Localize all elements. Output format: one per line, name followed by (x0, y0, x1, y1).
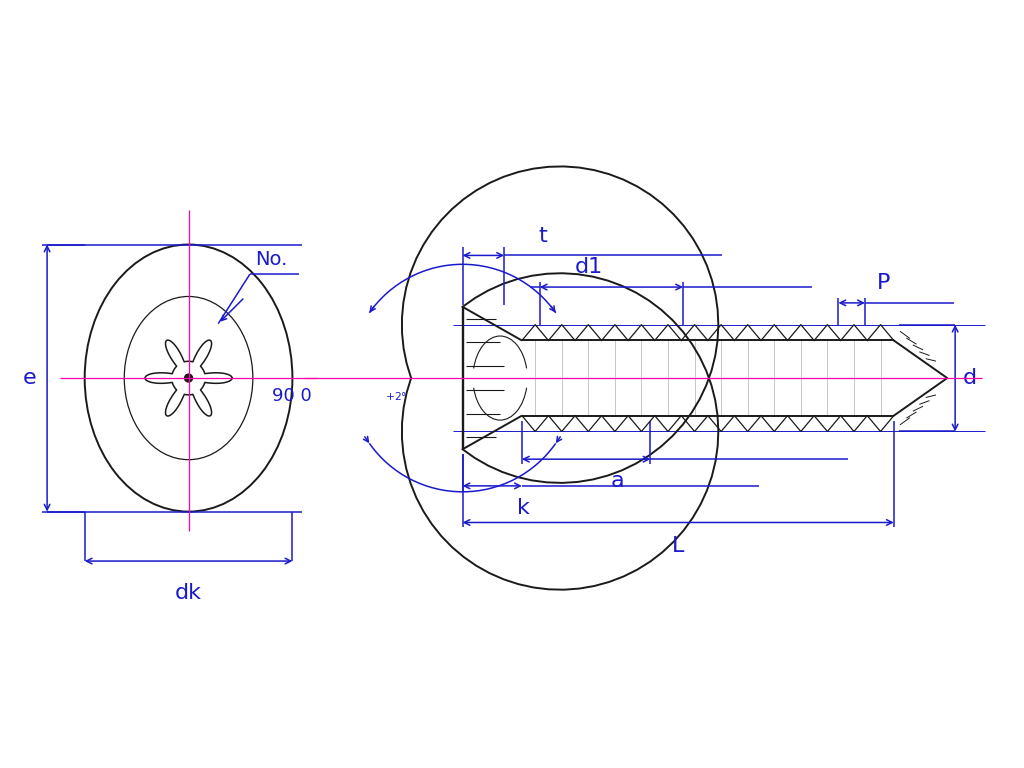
Circle shape (184, 374, 193, 382)
Text: d: d (963, 368, 977, 388)
Bar (522, 340, 894, 415)
Text: No.: No. (255, 250, 287, 270)
Polygon shape (145, 340, 232, 416)
Text: P: P (877, 273, 890, 293)
Text: 90 0: 90 0 (272, 387, 312, 405)
Text: d1: d1 (575, 257, 603, 277)
Text: $^{+2°}$: $^{+2°}$ (385, 393, 408, 409)
Polygon shape (894, 340, 947, 415)
Ellipse shape (85, 244, 293, 511)
Text: e: e (23, 368, 36, 388)
Text: dk: dk (175, 583, 202, 603)
Text: k: k (517, 498, 529, 518)
Text: L: L (672, 536, 684, 556)
Text: a: a (611, 471, 625, 491)
Text: t: t (539, 226, 548, 246)
